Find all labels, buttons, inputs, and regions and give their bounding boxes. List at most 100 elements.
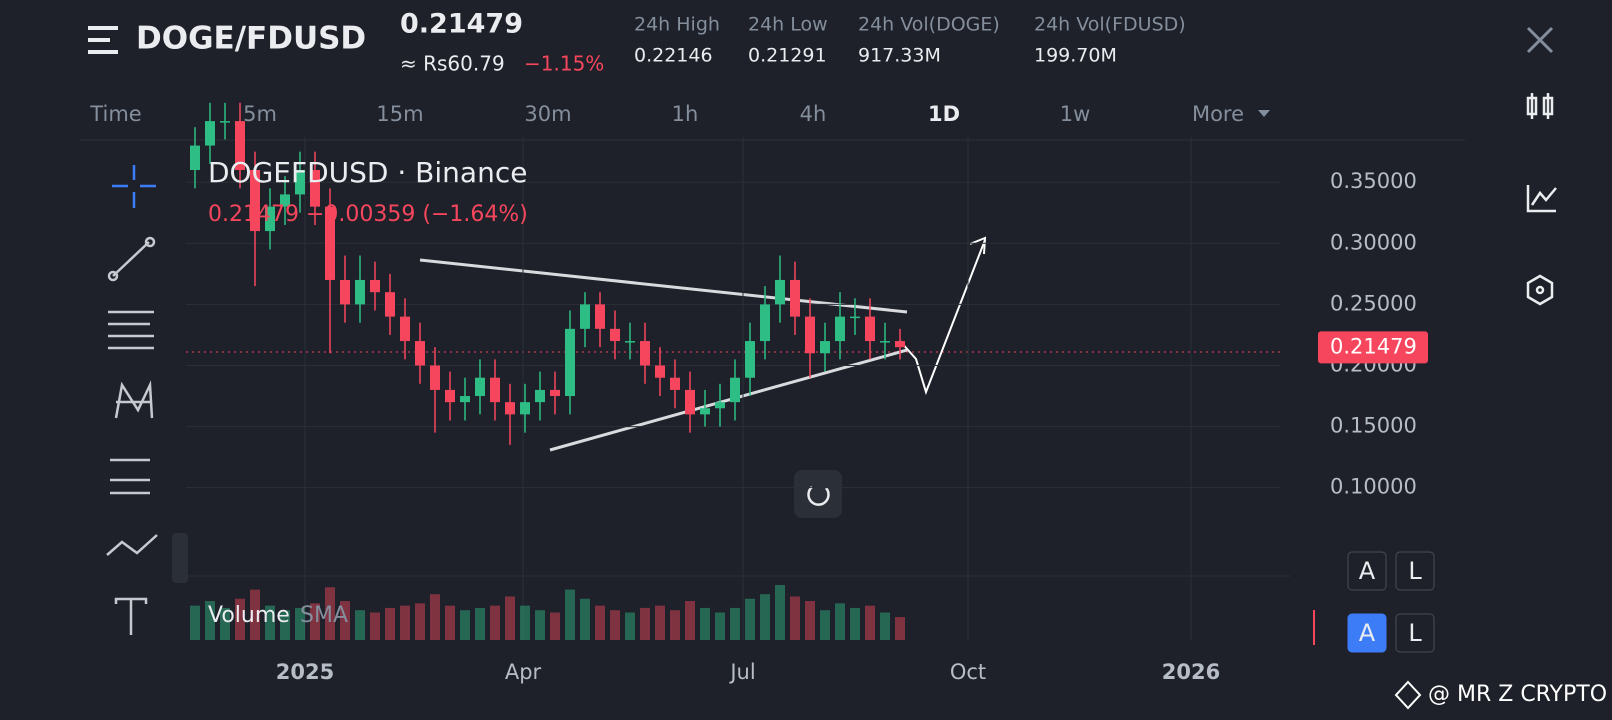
- timeframe[interactable]: 1h: [672, 102, 699, 126]
- axis-button-label[interactable]: A: [1359, 557, 1376, 585]
- candle-body: [715, 402, 725, 409]
- volume-bar: [835, 603, 845, 640]
- candle-body: [265, 206, 275, 232]
- candle-body: [670, 377, 680, 390]
- stat-label: 24h Vol(FDUSD): [1034, 14, 1186, 36]
- change: −1.15%: [524, 52, 604, 76]
- volume-bar: [580, 598, 590, 640]
- candle-body: [385, 292, 395, 317]
- timeframe[interactable]: 5m: [243, 102, 277, 126]
- candle-body: [865, 316, 875, 342]
- volume-bar: [730, 607, 740, 640]
- stat-label: 24h High: [634, 14, 720, 36]
- arrow-head: [969, 236, 987, 255]
- volume-bar: [895, 617, 905, 640]
- pair[interactable]: DOGE/FDUSD: [136, 21, 366, 57]
- volume-bar: [805, 601, 815, 640]
- axis-button-label[interactable]: L: [1408, 557, 1422, 585]
- timeframe[interactable]: 4h: [800, 102, 827, 126]
- forecast-arrow: [899, 239, 986, 396]
- volume-bar: [610, 610, 620, 640]
- volume-bar: [505, 596, 515, 640]
- axis-button[interactable]: [1347, 613, 1387, 653]
- volume-bar: [790, 596, 800, 640]
- watermark: @ MR Z CRYPTO: [1428, 682, 1607, 707]
- sma-label: SMA: [300, 603, 348, 628]
- volume-bar: [190, 605, 200, 640]
- candle-body: [595, 304, 605, 329]
- candle-body: [895, 341, 905, 348]
- volume-bar: [370, 612, 380, 640]
- volume-bar: [820, 610, 830, 640]
- stat-value: 0.21291: [748, 45, 827, 67]
- candle-body: [805, 316, 815, 354]
- volume-bar: [310, 603, 320, 640]
- volume-bar: [265, 605, 275, 640]
- axis-button-label[interactable]: A: [1359, 619, 1376, 647]
- stat-label: 24h Vol(DOGE): [858, 14, 1000, 36]
- x-tick-label: Jul: [728, 660, 755, 684]
- candle-body: [235, 121, 245, 170]
- volume-bar: [685, 601, 695, 640]
- candle-body: [745, 341, 755, 378]
- stat-value: 917.33M: [858, 45, 941, 67]
- volume-bar: [760, 594, 770, 640]
- timeframe[interactable]: 30m: [524, 102, 571, 126]
- x-tick-label: 2026: [1162, 660, 1220, 684]
- candle-body: [430, 365, 440, 390]
- drawing-tools[interactable]: [106, 165, 158, 635]
- axis-button-label[interactable]: L: [1408, 619, 1422, 647]
- close-button[interactable]: [1526, 26, 1554, 54]
- timeframe[interactable]: 1w: [1060, 102, 1091, 126]
- volume-label: Volume: [208, 603, 290, 628]
- y-tick-label: 0.15000: [1330, 414, 1417, 438]
- candle-body: [280, 194, 290, 207]
- price: 0.21479: [400, 9, 523, 40]
- timeframe[interactable]: More: [1192, 102, 1244, 126]
- volume-bar: [400, 605, 410, 640]
- candle-body: [475, 377, 485, 397]
- last-price-label: 0.21479: [1330, 334, 1417, 358]
- triangle-drawing: [419, 258, 908, 452]
- last-price-tag: [1318, 331, 1428, 364]
- candle-body: [535, 389, 545, 403]
- volume-bar: [625, 612, 635, 640]
- timeframe[interactable]: Time: [89, 102, 141, 126]
- volume-bar: [700, 607, 710, 640]
- collapse-toolbar[interactable]: [172, 533, 188, 583]
- candle-body: [685, 389, 695, 415]
- candle-body: [880, 341, 890, 343]
- candle-body: [250, 169, 260, 232]
- volume-bar: [205, 601, 215, 640]
- candle-body: [520, 402, 530, 415]
- more-caret[interactable]: [1258, 110, 1270, 117]
- volume-bar: [235, 598, 245, 640]
- candle-body: [355, 279, 365, 305]
- candle-body: [445, 389, 455, 403]
- timeframe[interactable]: 15m: [376, 102, 423, 126]
- volume-bar: [865, 605, 875, 640]
- axis-button[interactable]: [1395, 551, 1435, 591]
- candle-body: [835, 316, 845, 342]
- y-tick-label: 0.30000: [1330, 230, 1417, 254]
- volume-bar: [745, 598, 755, 640]
- candle-body: [655, 365, 665, 378]
- candle-body: [790, 279, 800, 317]
- right-icons[interactable]: [1526, 93, 1557, 306]
- candle-body: [400, 316, 410, 342]
- menu-icon[interactable]: [88, 26, 118, 54]
- volume-bar: [325, 587, 335, 640]
- reset-button[interactable]: [794, 470, 842, 518]
- axis-button[interactable]: [1347, 551, 1387, 591]
- volume-bar: [355, 610, 365, 640]
- volume-bar: [670, 610, 680, 640]
- candle-body: [340, 279, 350, 305]
- candle-body: [505, 402, 515, 415]
- axis-button[interactable]: [1395, 613, 1435, 653]
- candle-body: [775, 279, 785, 305]
- candle-body: [625, 341, 635, 343]
- volume-bar: [595, 605, 605, 640]
- timeframe[interactable]: 1D: [928, 102, 960, 126]
- volume-bar: [655, 605, 665, 640]
